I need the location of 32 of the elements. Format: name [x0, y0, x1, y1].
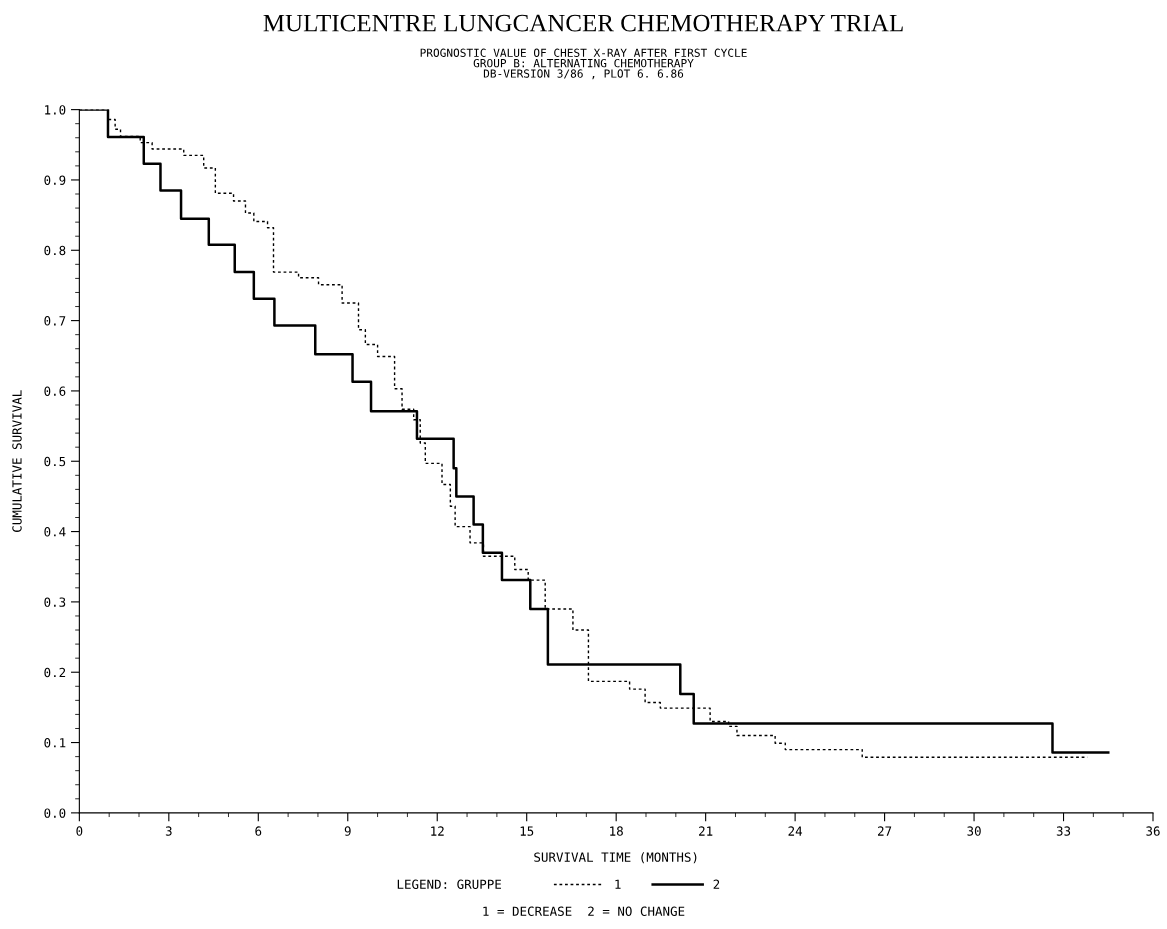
text: 1 = DECREASE 2 = NO CHANGE [483, 906, 685, 916]
y-tick-label: 1.0 [45, 105, 66, 115]
x-tick-label: 12 [431, 826, 444, 836]
x-tick-label: 0 [76, 826, 83, 836]
chart-title: MULTICENTRE LUNGCANCER CHEMOTHERAPY TRIAL [263, 14, 903, 32]
x-tick-label: 33 [1056, 826, 1071, 836]
y-tick-label: 0.1 [44, 738, 66, 748]
y-tick-label: 0.7 [44, 316, 66, 326]
legend-title: LEGEND: GRUPPE [397, 879, 502, 889]
x-tick-label: 24 [788, 826, 803, 836]
y-tick-label: 0.2 [44, 667, 66, 678]
y-axis-title: CUMULATIVE SURVIVAL [12, 390, 22, 532]
chart-subtitle: PROGNOSTIC VALUE OF CHEST X-RAY AFTER FIRST CYCLE GROUP B: ALTERNATING CHEMOTHERAPY DB-VERSION 3/86 , PLOT 6. 6.86 [420, 48, 747, 80]
x-axis-title: SURVIVAL TIME (MONTHS) [534, 852, 697, 864]
x-tick-label: 36 [1146, 826, 1160, 836]
x-tick-label: 18 [610, 826, 623, 836]
x-tick-label: 30 [967, 826, 981, 836]
legend-label: 2 [713, 879, 720, 889]
x-tick-label: 15 [520, 826, 534, 836]
y-tick-label: 0.0 [44, 808, 66, 818]
y-tick-label: 0.6 [44, 386, 66, 396]
x-tick-label: 6 [255, 826, 262, 836]
y-tick-label: 0.5 [44, 456, 66, 467]
x-tick-label: 9 [344, 826, 351, 836]
y-tick-label: 0.4 [44, 527, 66, 537]
y-tick-label: 0.3 [44, 597, 66, 607]
x-tick-label: 27 [877, 826, 892, 836]
y-tick-label: 0.9 [44, 175, 66, 185]
x-tick-label: 3 [165, 826, 172, 836]
legend-label: 1 [615, 879, 621, 889]
y-tick-label: 0.8 [44, 245, 66, 256]
x-tick-label: 21 [699, 826, 713, 836]
